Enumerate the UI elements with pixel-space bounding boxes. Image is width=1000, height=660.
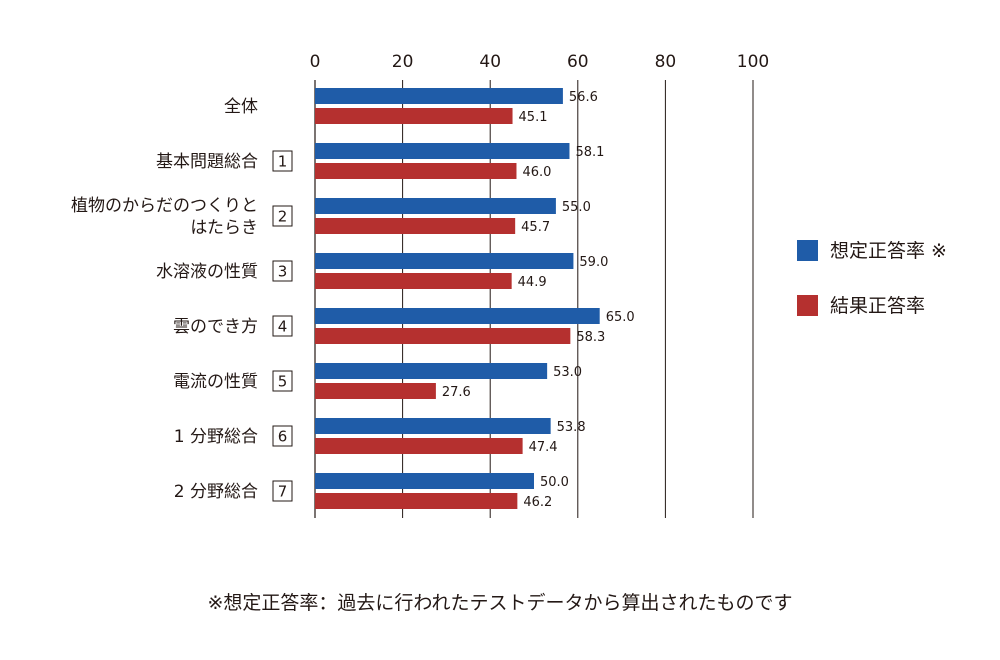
category-label: はたらき	[190, 218, 258, 238]
legend-label: 結果正答率	[830, 295, 925, 317]
bar-value-label: 56.6	[569, 90, 598, 105]
category-number: 2	[278, 208, 288, 226]
bar-expected	[315, 88, 563, 104]
bar-expected	[315, 143, 570, 159]
bar-result	[315, 493, 518, 509]
bar-result	[315, 163, 517, 179]
category-label: 1 分野総合	[174, 427, 258, 447]
bar-value-label: 55.0	[562, 200, 591, 215]
category-number-box	[272, 205, 293, 227]
bar-expected	[315, 308, 600, 324]
category-number-box	[272, 315, 293, 337]
bar-value-label: 53.8	[557, 420, 586, 435]
category-number: 7	[278, 483, 288, 501]
bar-value-label: 58.1	[575, 145, 604, 160]
x-tick-label: 0	[310, 52, 321, 72]
footnote: ※想定正答率：過去に行われたテストデータから算出されたものです	[208, 592, 793, 614]
x-tick-label: 40	[479, 52, 501, 72]
x-tick-label: 80	[655, 52, 677, 72]
category-label: 雲のでき方	[173, 317, 258, 337]
bar-result	[315, 438, 523, 454]
bar-value-label: 53.0	[553, 365, 582, 380]
category-label: 全体	[224, 97, 258, 117]
bar-value-label: 65.0	[606, 310, 635, 325]
x-tick-label: 20	[392, 52, 414, 72]
bar-result	[315, 108, 513, 124]
category-number: 1	[278, 153, 288, 171]
x-tick-label: 60	[567, 52, 589, 72]
bar-value-label: 44.9	[518, 275, 547, 290]
bar-result	[315, 383, 436, 399]
x-axis-ticks: 0 20 40 60 80 100	[310, 52, 770, 72]
category-number: 5	[278, 373, 288, 391]
category-number: 3	[278, 263, 288, 281]
bar-value-label: 58.3	[576, 330, 605, 345]
chart-bars: 56.6 58.1 55.0 59.0 65.0 53.0 53.8 50.0 45.1 46.0…	[315, 88, 635, 510]
legend-label: 想定正答率 ※	[830, 240, 947, 262]
bar-value-label: 45.1	[519, 110, 548, 125]
bar-value-label: 45.7	[521, 220, 550, 235]
bar-expected	[315, 198, 556, 214]
category-number-box	[272, 480, 293, 502]
bar-expected	[315, 363, 548, 379]
bar-result	[315, 218, 516, 234]
category-number-box	[272, 150, 293, 172]
x-tick-label: 100	[737, 52, 769, 72]
bar-expected	[315, 253, 574, 269]
bar-result	[315, 328, 571, 344]
bar-result	[315, 273, 512, 289]
category-label: 水溶液の性質	[156, 262, 258, 282]
bar-value-label: 46.2	[523, 495, 552, 510]
bar-expected	[315, 473, 534, 489]
category-number-box	[272, 370, 293, 392]
category-label: 基本問題総合	[156, 152, 258, 172]
category-number: 6	[278, 428, 288, 446]
bar-value-label: 59.0	[579, 255, 608, 270]
bar-value-label: 46.0	[522, 165, 551, 180]
bar-value-label: 47.4	[529, 440, 558, 455]
category-number-box	[272, 425, 293, 447]
legend: 想定正答率 ※ 結果正答率	[797, 240, 947, 317]
category-number: 4	[278, 318, 288, 336]
bar-expected	[315, 418, 551, 434]
category-label: 植物のからだのつくりと	[71, 196, 258, 216]
bar-value-label: 50.0	[540, 475, 569, 490]
bar-value-label: 27.6	[442, 385, 471, 400]
category-label: 電流の性質	[173, 372, 258, 392]
category-label: 2 分野総合	[174, 482, 258, 502]
legend-swatch	[797, 295, 818, 316]
category-number-box	[272, 260, 293, 282]
legend-swatch	[797, 240, 818, 261]
